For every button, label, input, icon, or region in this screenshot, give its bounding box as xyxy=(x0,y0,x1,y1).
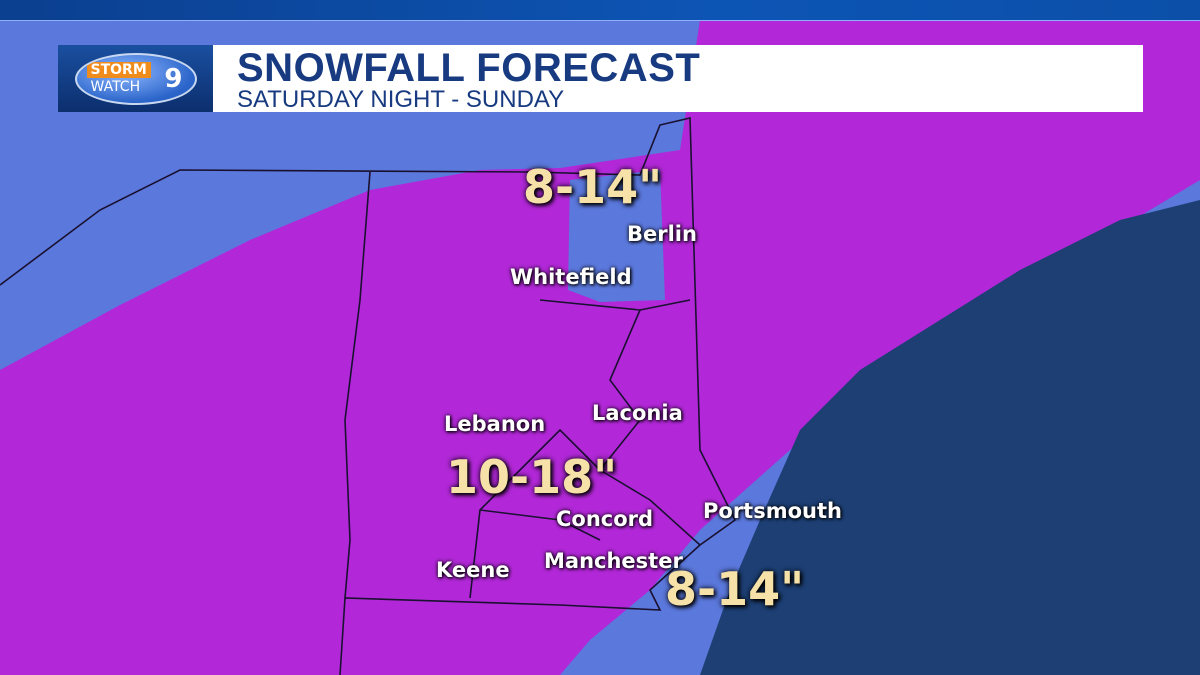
storm-watch-logo: STORM WATCH 9 xyxy=(74,52,197,105)
light-snow-pocket xyxy=(568,170,665,302)
amount-coast: 8-14" xyxy=(665,562,805,616)
city-label: Laconia xyxy=(592,401,683,425)
amount-north: 8-14" xyxy=(523,160,663,214)
city-label: Whitefield xyxy=(510,265,632,289)
logo-storm: STORM xyxy=(86,61,151,78)
page-title: SNOWFALL FORECAST xyxy=(237,46,701,90)
city-label: Manchester xyxy=(544,549,683,573)
city-label: Keene xyxy=(436,558,510,582)
state-borders xyxy=(0,116,737,675)
amount-central: 10-18" xyxy=(446,450,618,504)
page-subtitle: SATURDAY NIGHT - SUNDAY xyxy=(237,86,565,113)
city-label: Lebanon xyxy=(444,412,546,436)
logo-watch: WATCH xyxy=(90,78,141,95)
heavy-snow-region xyxy=(0,20,1200,675)
city-label: Portsmouth xyxy=(703,499,842,523)
logo-panel: STORM WATCH 9 xyxy=(58,45,213,112)
ocean xyxy=(700,200,1200,675)
logo-number: 9 xyxy=(164,63,183,94)
forecast-header: STORM WATCH 9 SNOWFALL FORECAST SATURDAY… xyxy=(58,45,1143,112)
city-label: Concord xyxy=(556,507,654,531)
top-banner xyxy=(0,0,1200,21)
city-label: Berlin xyxy=(627,222,697,246)
